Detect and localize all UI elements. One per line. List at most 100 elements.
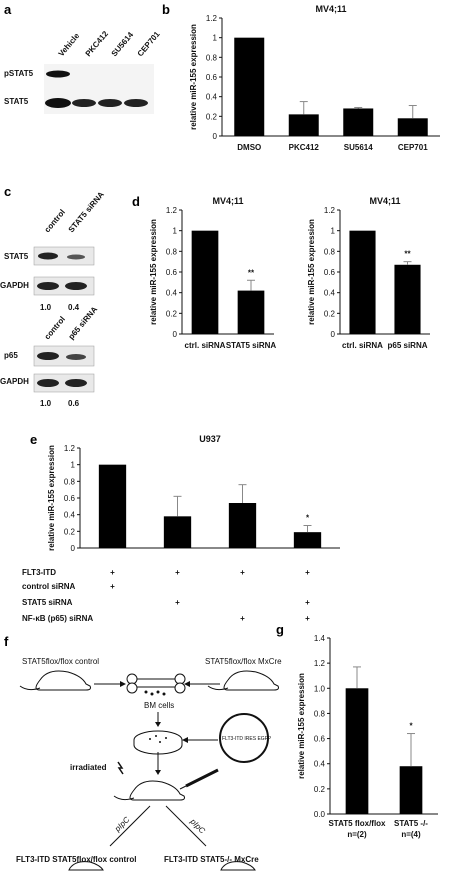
x-tick-label: ctrl. siRNA <box>185 341 226 350</box>
y-tick-label: 0.6 <box>314 735 326 744</box>
bar <box>237 290 265 334</box>
y-tick-label: 0.0 <box>314 810 326 819</box>
y-axis-label: relative miR-155 expression <box>47 445 56 551</box>
chart-title: U937 <box>199 434 221 444</box>
arrow <box>109 805 151 847</box>
y-axis-label: relative miR-155 expression <box>297 673 306 779</box>
chart-title: MV4;11 <box>369 196 400 206</box>
mouse-icon <box>207 670 279 691</box>
y-tick-label: 0.6 <box>324 268 336 277</box>
mouse-icon <box>220 861 256 871</box>
y-axis-label: relative miR-155 expression <box>307 219 316 325</box>
y-tick-label: 1 <box>71 461 76 470</box>
y-tick-label: 0.8 <box>206 53 218 62</box>
y-tick-label: 0.6 <box>166 268 178 277</box>
blot-a-lane-label: CEP701 <box>136 29 162 58</box>
condition-mark: + <box>175 568 180 577</box>
x-tick-label: CEP701 <box>398 143 428 152</box>
bar <box>397 118 428 136</box>
blot-c2-row-label: p65 <box>4 351 18 360</box>
panel-label-c: c <box>4 184 11 199</box>
schematic-label-control: STAT5flox/flox control <box>22 657 99 666</box>
western-blot-c: control STAT5 siRNA STAT5 GAPDH 1.0 0.4 … <box>0 190 106 408</box>
bar <box>293 532 322 548</box>
panel-label-d: d <box>132 194 140 209</box>
blot-c1-band <box>37 282 59 290</box>
bar <box>399 766 423 814</box>
blot-c2-band <box>37 379 59 387</box>
petri-dish-icon <box>133 730 183 755</box>
blot-c2-row-label: GAPDH <box>0 377 29 386</box>
x-tick-label: PKC412 <box>289 143 320 152</box>
y-tick-label: 0.2 <box>314 785 326 794</box>
blot-a-lane-label: SU5614 <box>110 30 136 58</box>
condition-mark: + <box>110 582 115 591</box>
significance-mark: ** <box>248 268 255 277</box>
blot-c1-membrane-top <box>33 246 95 266</box>
y-tick-label: 0.4 <box>206 93 218 102</box>
x-tick-label: DMSO <box>237 143 261 152</box>
blot-c1-band <box>67 254 85 260</box>
western-blot-a: Vehicle PKC412 SU5614 CEP701 pSTAT5 STAT… <box>4 29 162 114</box>
y-axis-label: relative miR-155 expression <box>149 219 158 325</box>
condition-mark: + <box>305 614 310 623</box>
x-tick-label: STAT5 flox/flox <box>328 819 386 828</box>
schematic-f: STAT5flox/flox control STAT5flox/flox Mx… <box>16 657 282 871</box>
blot-a-lane-label: Vehicle <box>57 31 82 58</box>
y-axis-label: relative miR-155 expression <box>189 24 198 130</box>
schematic-label-irradiated: irradiated <box>70 763 107 772</box>
y-tick-label: 1 <box>331 227 336 236</box>
condition-mark: + <box>240 568 245 577</box>
y-tick-label: 0.8 <box>166 247 178 256</box>
y-tick-label: 0.4 <box>64 511 76 520</box>
bar <box>349 230 376 334</box>
bar <box>345 688 369 814</box>
schematic-label-outcome-ko: FLT3-ITD STAT5-/- MxCre <box>164 855 259 864</box>
bar <box>343 108 374 136</box>
x-tick-label: STAT5 -/- <box>394 819 428 828</box>
blot-a-band <box>98 99 122 107</box>
y-tick-label: 0.8 <box>64 477 76 486</box>
mouse-icon <box>113 780 185 801</box>
x-tick-label: SU5614 <box>344 143 373 152</box>
y-tick-label: 0.6 <box>64 494 76 503</box>
blot-a-band <box>72 99 96 107</box>
bar <box>228 503 257 548</box>
mouse-icon <box>68 861 104 871</box>
panel-label-b: b <box>162 2 170 17</box>
arrow-head <box>120 681 126 687</box>
blot-c2-band <box>37 352 59 360</box>
y-tick-label: 1.2 <box>166 206 178 215</box>
blot-c1-quant: 1.0 <box>40 303 52 312</box>
y-tick-label: 0.2 <box>206 112 218 121</box>
y-tick-label: 1.0 <box>314 684 326 693</box>
panel-label-g: g <box>276 622 284 637</box>
blot-c1-band <box>38 252 58 260</box>
blot-a-band <box>45 98 71 108</box>
blot-a-row-label: pSTAT5 <box>4 69 34 78</box>
x-tick-label: p65 siRNA <box>387 341 427 350</box>
lightning-icon <box>117 761 124 775</box>
chart-d2: MV4;11 0 0.2 0.4 0.6 0.8 1 1.2 relative miR-155 … <box>307 196 430 350</box>
condition-label: FLT3-ITD <box>22 568 56 577</box>
schematic-label-mxcre: STAT5flox/flox MxCre <box>205 657 282 666</box>
y-tick-label: 0 <box>213 132 218 141</box>
blot-c1-quant: 0.4 <box>68 303 80 312</box>
chart-g: g 0.0 0.2 0.4 0.6 0.8 1.0 1.2 1.4 relative miR-15… <box>276 622 438 839</box>
bar <box>234 37 265 136</box>
condition-mark: + <box>175 598 180 607</box>
panel-label-a: a <box>4 2 12 17</box>
y-tick-label: 0.6 <box>206 73 218 82</box>
schematic-label-bm: BM cells <box>144 701 174 710</box>
y-tick-label: 1.4 <box>314 634 326 643</box>
blot-a-band <box>124 99 148 107</box>
y-tick-label: 1.2 <box>206 14 218 23</box>
condition-mark: + <box>110 568 115 577</box>
condition-table-e: FLT3-ITD control siRNA STAT5 siRNA NF-κB… <box>22 568 310 623</box>
blot-c2-membrane-top <box>33 345 95 367</box>
blot-c1-row-label: GAPDH <box>0 281 29 290</box>
blot-a-row-label: STAT5 <box>4 97 29 106</box>
condition-mark: + <box>305 598 310 607</box>
bar <box>288 114 319 136</box>
